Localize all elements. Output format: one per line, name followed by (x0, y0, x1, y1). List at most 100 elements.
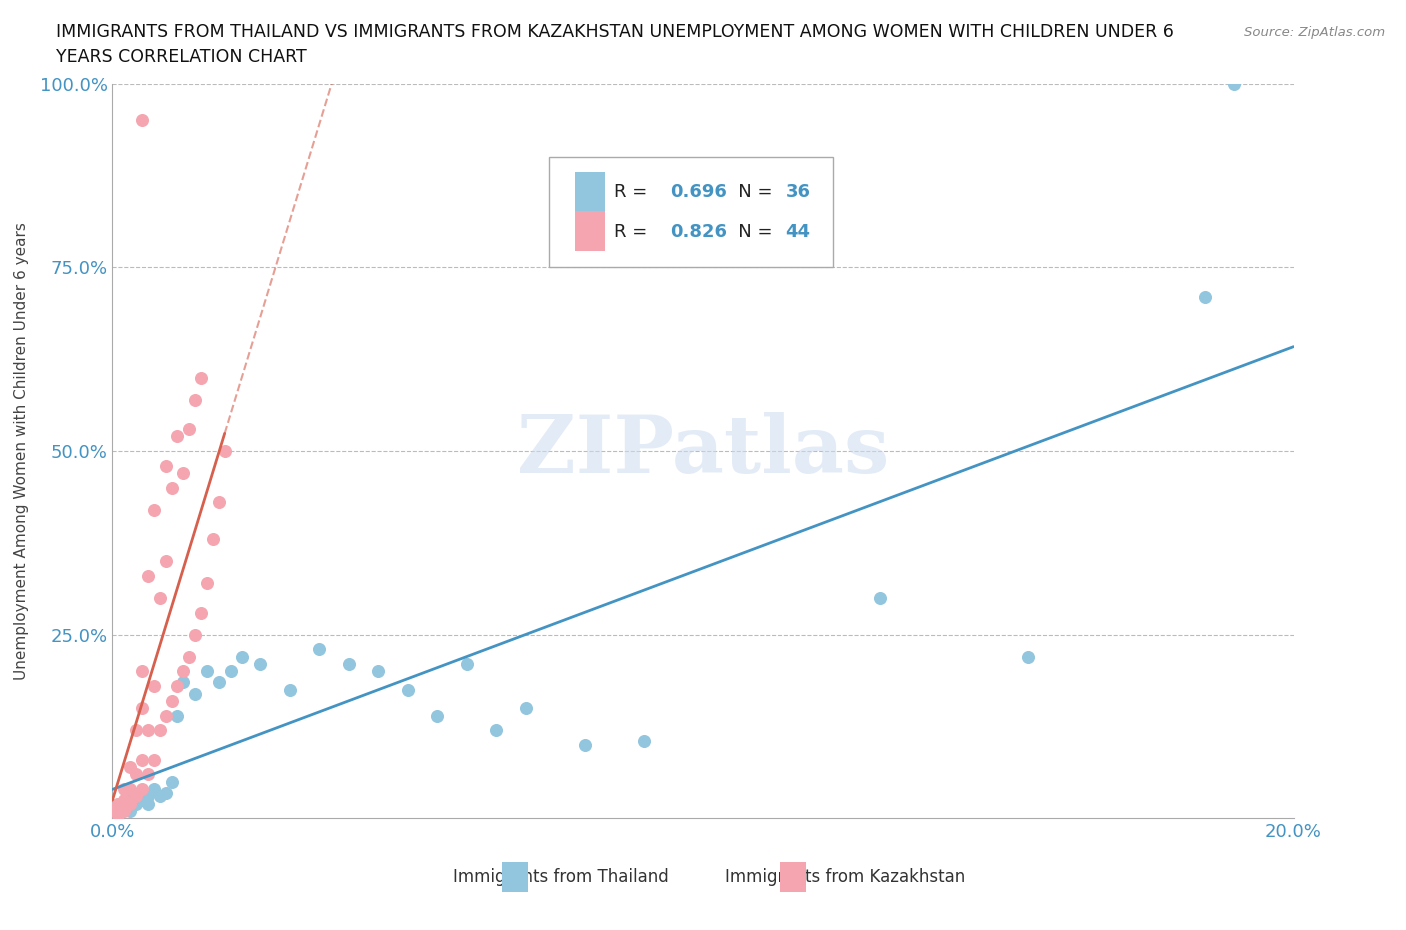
Text: N =: N = (721, 183, 778, 202)
Text: Immigrants from Kazakhstan: Immigrants from Kazakhstan (724, 869, 965, 886)
Point (131, 781, 153, 796)
Text: R =: R = (614, 183, 654, 202)
Text: YEARS CORRELATION CHART: YEARS CORRELATION CHART (56, 48, 307, 66)
Point (249, 657, 271, 671)
Text: R =: R = (614, 223, 654, 241)
FancyBboxPatch shape (575, 172, 605, 212)
Point (136, 767, 159, 782)
Bar (780, 862, 806, 892)
Point (142, 502, 165, 517)
Point (131, 664, 153, 679)
Point (485, 723, 508, 737)
Point (515, 701, 537, 716)
Point (120, 760, 142, 775)
Point (337, 657, 360, 671)
Text: Source: ZipAtlas.com: Source: ZipAtlas.com (1244, 26, 1385, 39)
Point (155, 785, 177, 800)
Point (120, 789, 142, 804)
Point (179, 649, 201, 664)
Point (155, 554, 177, 569)
Point (195, 576, 218, 591)
Point (125, 796, 148, 811)
Point (172, 675, 194, 690)
FancyBboxPatch shape (550, 157, 832, 268)
Point (136, 723, 159, 737)
Point (110, 800, 132, 815)
Point (149, 591, 172, 605)
Point (396, 683, 419, 698)
Point (131, 113, 153, 127)
Text: 0.696: 0.696 (669, 183, 727, 202)
Point (155, 708, 177, 723)
Point (136, 789, 159, 804)
Point (142, 679, 165, 694)
Point (190, 370, 212, 385)
Point (149, 789, 172, 804)
Point (869, 591, 891, 605)
Text: 36: 36 (786, 183, 811, 202)
Point (278, 683, 301, 698)
Text: ZIPatlas: ZIPatlas (517, 412, 889, 490)
Point (125, 789, 148, 804)
Point (367, 664, 389, 679)
Point (120, 796, 142, 811)
Point (125, 723, 148, 737)
Bar (502, 862, 529, 892)
Text: IMMIGRANTS FROM THAILAND VS IMMIGRANTS FROM KAZAKHSTAN UNEMPLOYMENT AMONG WOMEN : IMMIGRANTS FROM THAILAND VS IMMIGRANTS F… (56, 23, 1174, 41)
Point (574, 737, 596, 752)
Point (1223, 76, 1246, 91)
Point (208, 495, 231, 510)
Point (136, 796, 159, 811)
Point (125, 767, 148, 782)
Point (201, 532, 224, 547)
Point (184, 628, 207, 643)
Text: 0.826: 0.826 (669, 223, 727, 241)
Point (184, 392, 207, 407)
Point (195, 664, 218, 679)
Point (208, 675, 231, 690)
Point (131, 752, 153, 767)
Point (231, 649, 253, 664)
Point (107, 804, 129, 818)
Point (456, 657, 478, 671)
Point (179, 421, 201, 436)
Text: Immigrants from Thailand: Immigrants from Thailand (453, 869, 669, 886)
Point (142, 781, 165, 796)
Text: 44: 44 (786, 223, 811, 241)
Point (219, 664, 242, 679)
Point (142, 752, 165, 767)
Point (166, 429, 188, 444)
Point (112, 792, 135, 807)
Point (184, 686, 207, 701)
Point (112, 804, 135, 818)
FancyBboxPatch shape (575, 211, 605, 251)
Point (107, 796, 129, 811)
Text: N =: N = (721, 223, 778, 241)
Point (112, 800, 135, 815)
Point (172, 466, 194, 481)
Point (190, 605, 212, 620)
Point (1194, 289, 1216, 304)
Point (107, 796, 129, 811)
Point (149, 723, 172, 737)
Point (120, 804, 142, 818)
Point (160, 694, 183, 709)
Point (107, 807, 129, 822)
Point (120, 781, 142, 796)
Point (155, 458, 177, 473)
Point (426, 708, 449, 723)
Point (172, 664, 194, 679)
Point (131, 701, 153, 716)
Point (214, 444, 236, 458)
Y-axis label: Unemployment Among Women with Children Under 6 years: Unemployment Among Women with Children U… (14, 222, 28, 680)
Point (136, 568, 159, 583)
Point (633, 734, 655, 749)
Point (160, 480, 183, 495)
Point (166, 679, 188, 694)
Point (104, 804, 127, 818)
Point (166, 708, 188, 723)
Point (112, 781, 135, 796)
Point (131, 792, 153, 807)
Point (308, 642, 330, 657)
Point (160, 774, 183, 789)
